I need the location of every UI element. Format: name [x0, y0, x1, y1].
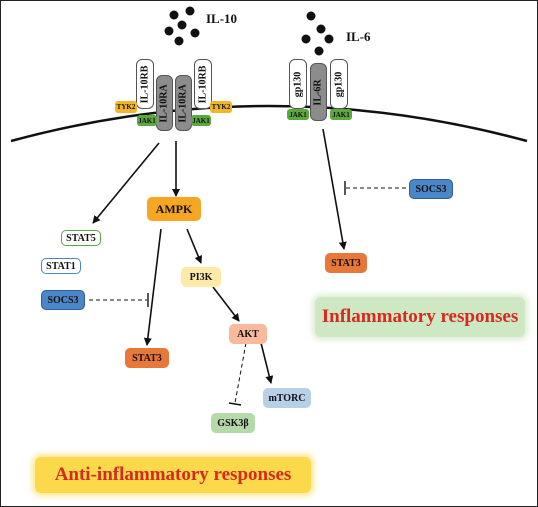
anti-inflammatory-banner: Anti-inflammatory responses: [35, 457, 311, 493]
arrow-ampk-to-pi3k: [186, 228, 203, 264]
inhibit-akt-to-gsk3b: [234, 342, 247, 404]
tyk2-badge-left: TYK2: [115, 101, 137, 113]
socs3-node-left: SOCS3: [41, 290, 85, 310]
gp130-chain-right: gp130: [330, 59, 348, 109]
pi3k-node: PI3K: [181, 267, 221, 287]
akt-node: AKT: [229, 324, 267, 344]
inhibit-akt-to-gsk3b-bar: [228, 402, 242, 406]
il10ra-chain-left: IL-10RA: [156, 75, 173, 131]
stat1-node: STAT1: [41, 258, 81, 274]
gsk3b-node: GSK3β: [211, 413, 255, 433]
cell-membrane: [10, 104, 528, 143]
inflammatory-banner: Inflammatory responses: [315, 297, 525, 337]
stat3-node-left: STAT3: [125, 348, 169, 368]
ampk-node: AMPK: [147, 197, 201, 221]
il10-ligand-dots: [164, 6, 200, 46]
il10-label: IL-10: [206, 11, 238, 26]
arrow-receptor-to-stat5: [92, 142, 160, 224]
arrow-ampk-to-stat3: [143, 228, 162, 346]
il6-ligand-dots: [301, 11, 334, 56]
il6-label: IL-6: [346, 29, 371, 44]
tyk2-badge-right: TYK2: [210, 101, 232, 113]
socs3-node-right: SOCS3: [409, 179, 453, 199]
stat3-node-right: STAT3: [325, 253, 367, 273]
il6r-chain: IL-6R: [310, 63, 327, 121]
il10rb-chain-left: IL-10RB: [136, 59, 154, 109]
jak1-badge-il6-right: JAK1: [330, 109, 352, 120]
jak1-badge-right: JAK1: [191, 115, 211, 126]
arrow-il6-to-stat3: [322, 128, 347, 250]
il10ra-chain-right: IL-10RA: [175, 75, 192, 131]
gp130-chain-left: gp130: [289, 59, 307, 109]
il10rb-chain-right: IL-10RB: [194, 59, 212, 109]
jak1-badge-il6-left: JAK1: [287, 109, 309, 120]
stat5-node: STAT5: [61, 230, 101, 246]
arrow-pi3k-to-akt: [212, 286, 240, 322]
jak1-badge-left: JAK1: [137, 115, 157, 126]
mtorc-node: mTORC: [263, 388, 311, 408]
arrow-akt-to-mtorc: [260, 342, 274, 384]
